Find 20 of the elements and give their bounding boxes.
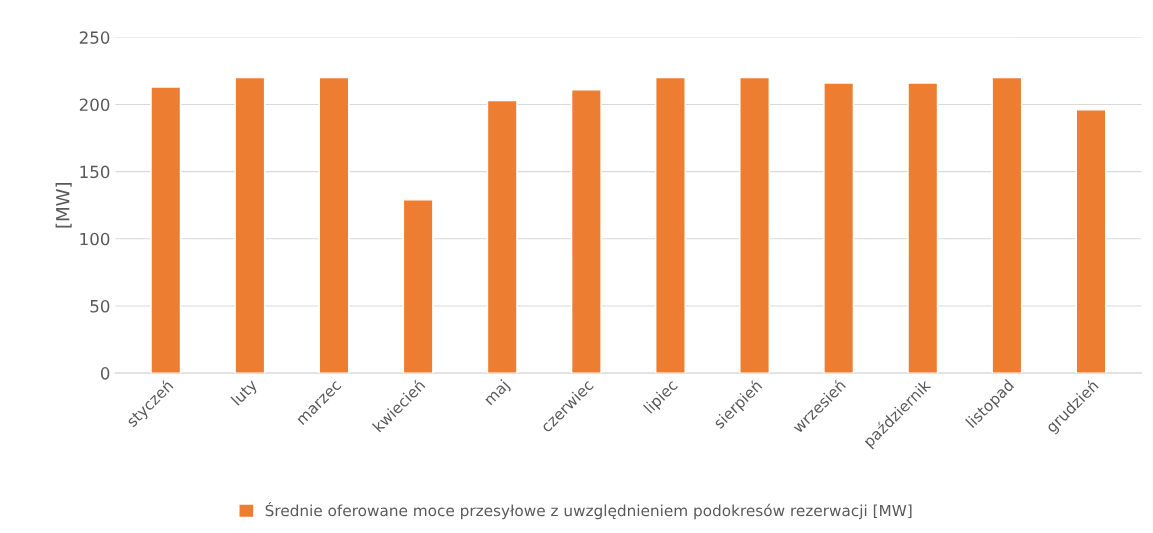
y-tick-label: 250 (79, 31, 110, 44)
bar (150, 86, 182, 374)
bar (823, 82, 855, 374)
bar (739, 76, 770, 374)
bar (318, 76, 350, 374)
y-tick-label: 150 (80, 165, 110, 179)
bar (570, 88, 602, 374)
bar (234, 76, 266, 374)
bar (486, 99, 518, 374)
y-tick-label: 50 (90, 299, 110, 313)
bar (1075, 109, 1107, 374)
y-axis-title: [MW] (55, 183, 72, 228)
bar (991, 76, 1023, 374)
bar (402, 199, 434, 374)
y-tick-label: 100 (80, 232, 110, 246)
bar (907, 82, 939, 374)
y-tick-label: 200 (79, 98, 110, 112)
y-tick-label: 0 (100, 367, 110, 380)
legend-label: Średnie oferowane moce przesyłowe z uwzględnieniem podokresów rezerwacji [MW] (265, 501, 912, 520)
bar (655, 76, 686, 374)
